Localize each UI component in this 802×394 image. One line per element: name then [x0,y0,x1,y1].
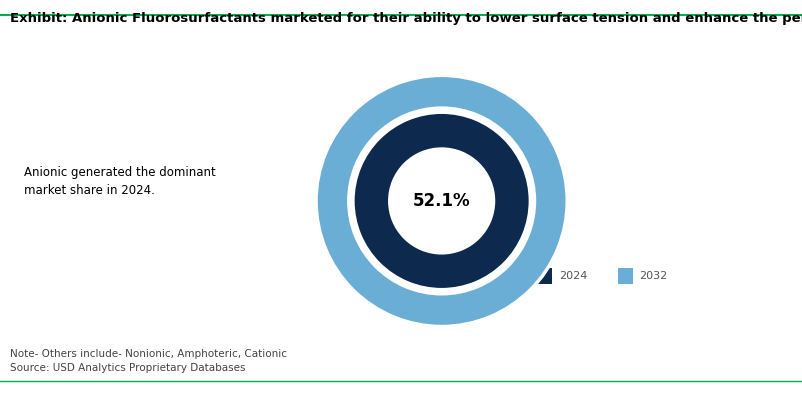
Text: 2024: 2024 [558,271,586,281]
Text: Note- Others include- Nonionic, Amphoteric, Cationic
Source: USD Analytics Propr: Note- Others include- Nonionic, Amphoter… [10,349,286,374]
Wedge shape [316,75,566,327]
Circle shape [389,149,493,253]
Text: 2032: 2032 [638,271,666,281]
Wedge shape [353,112,530,290]
Bar [537,268,552,284]
Bar [618,268,632,284]
Text: Exhibit: Anionic Fluorosurfactants marketed for their ability to lower surface t: Exhibit: Anionic Fluorosurfactants marke… [10,12,802,25]
Text: Anionic generated the dominant
market share in 2024.: Anionic generated the dominant market sh… [24,166,216,197]
Text: 52.1%: 52.1% [412,192,470,210]
